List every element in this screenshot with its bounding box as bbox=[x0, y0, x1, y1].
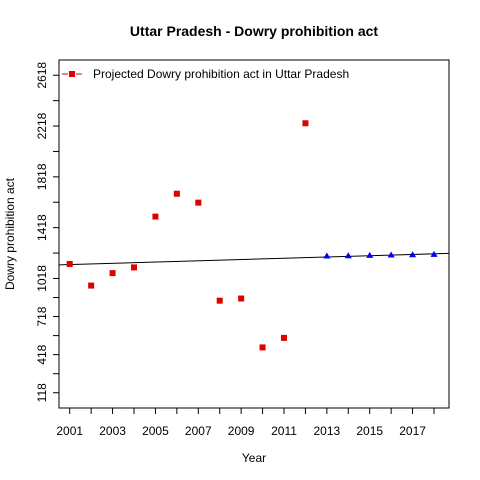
projected-point bbox=[344, 252, 352, 259]
legend: Projected Dowry prohibition act in Uttar… bbox=[62, 67, 349, 81]
data-points bbox=[66, 120, 438, 351]
observed-point bbox=[173, 190, 180, 197]
x-tick-label: 2003 bbox=[99, 424, 126, 438]
y-axis: 118 418 718 1018 1418 1818 2218 2618 bbox=[35, 62, 59, 402]
y-tick-label: 418 bbox=[35, 344, 49, 364]
projected-point bbox=[366, 251, 374, 258]
x-tick-label: 2007 bbox=[185, 424, 212, 438]
observed-point bbox=[131, 264, 137, 271]
x-tick-label: 2001 bbox=[56, 424, 83, 438]
observed-point bbox=[152, 213, 159, 220]
x-tick-label: 2011 bbox=[271, 424, 297, 438]
observed-point bbox=[302, 120, 309, 127]
plot-frame bbox=[58, 59, 450, 409]
y-tick-label: 2618 bbox=[35, 62, 49, 89]
projected-point bbox=[409, 251, 417, 258]
y-tick-label: 1818 bbox=[35, 163, 49, 190]
projected-point bbox=[430, 250, 438, 257]
x-axis: 2001 2003 2005 2007 2009 2011 2013 2015 2017 bbox=[56, 408, 435, 438]
y-axis-label: Dowry prohibition act bbox=[3, 177, 17, 290]
x-axis-label: Year bbox=[242, 451, 266, 465]
legend-entry: Projected Dowry prohibition act in Uttar… bbox=[93, 67, 349, 81]
trend-line bbox=[58, 252, 450, 266]
y-tick-label: 118 bbox=[35, 383, 49, 402]
x-tick-label: 2005 bbox=[142, 424, 169, 438]
observed-point bbox=[216, 297, 223, 304]
x-tick-label: 2017 bbox=[399, 424, 426, 438]
y-tick-label: 2218 bbox=[35, 112, 49, 139]
observed-point bbox=[281, 334, 287, 341]
observed-point bbox=[238, 295, 245, 302]
x-tick-label: 2009 bbox=[228, 424, 255, 438]
projected-point bbox=[323, 252, 331, 259]
projected-point bbox=[387, 251, 395, 258]
observed-point bbox=[259, 344, 266, 351]
observed-point bbox=[195, 199, 202, 206]
y-tick-label: 1018 bbox=[35, 265, 49, 292]
observed-point bbox=[88, 282, 95, 289]
x-tick-label: 2015 bbox=[356, 424, 383, 438]
y-tick-label: 718 bbox=[35, 306, 49, 326]
chart-title: Uttar Pradesh - Dowry prohibition act bbox=[130, 23, 378, 39]
y-tick-label: 1418 bbox=[35, 214, 49, 241]
observed-point bbox=[109, 270, 116, 277]
x-tick-label: 2013 bbox=[314, 424, 341, 438]
legend-marker bbox=[69, 71, 75, 77]
observed-point bbox=[66, 260, 73, 267]
